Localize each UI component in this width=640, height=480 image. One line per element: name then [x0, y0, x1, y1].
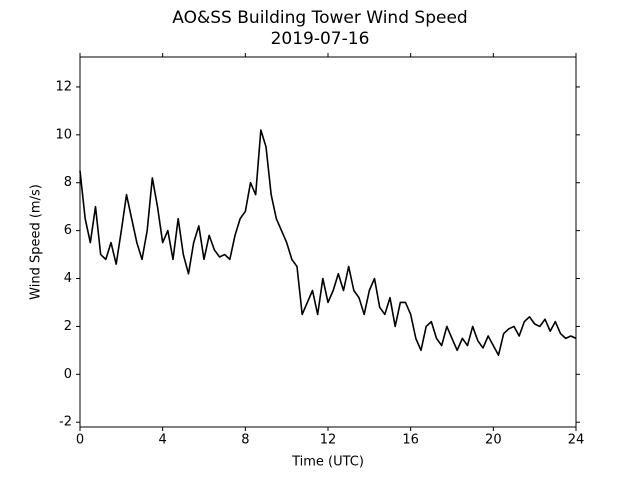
y-tick-label: 10 [55, 127, 72, 142]
x-tick-label: 4 [159, 433, 167, 448]
y-tick-label: 8 [64, 175, 72, 190]
data-line [79, 129, 577, 356]
x-tick-label: 24 [568, 433, 585, 448]
y-tick-label: 6 [64, 223, 72, 238]
y-tick-label: 4 [64, 271, 72, 286]
y-tick-label: 12 [55, 79, 72, 94]
chart-title: AO&SS Building Tower Wind Speed [172, 8, 467, 28]
y-tick-label: 2 [64, 319, 72, 334]
plot-frame [79, 56, 577, 428]
x-tick-label: 20 [485, 433, 502, 448]
y-tick-label: 0 [64, 367, 72, 382]
x-axis-label: Time (UTC) [291, 455, 364, 470]
y-axis-label: Wind Speed (m/s) [29, 184, 44, 300]
x-tick-label: 8 [241, 433, 249, 448]
x-tick-label: 16 [402, 433, 419, 448]
y-tick-label: -2 [59, 415, 72, 430]
chart-subtitle: 2019-07-16 [271, 29, 370, 49]
x-tick-label: 12 [320, 433, 337, 448]
x-tick-label: 0 [76, 433, 84, 448]
